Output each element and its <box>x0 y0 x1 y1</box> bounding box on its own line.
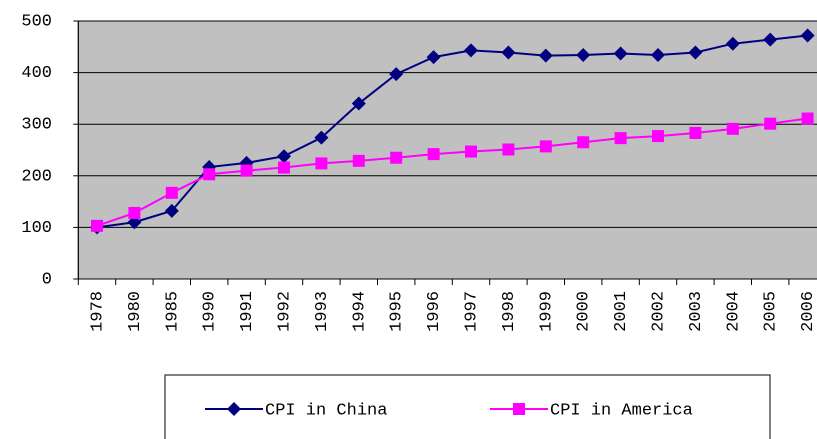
data-point <box>427 148 440 161</box>
data-point <box>726 122 739 135</box>
data-point <box>464 43 478 58</box>
data-point <box>764 117 777 130</box>
data-point <box>800 28 815 43</box>
data-point <box>614 132 627 145</box>
x-tick-label: 1992 <box>275 291 294 332</box>
y-tick-label: 300 <box>21 116 52 135</box>
data-point <box>315 157 328 170</box>
x-tick-label: 2005 <box>762 291 781 332</box>
x-tick-label: 1995 <box>388 291 407 332</box>
legend-box <box>164 374 771 439</box>
plot-area <box>77 20 817 280</box>
data-point <box>613 46 628 61</box>
y-tick-label: 0 <box>42 270 52 289</box>
x-tick-label: 2003 <box>687 291 706 332</box>
x-tick-label: 1993 <box>313 291 332 332</box>
x-tick-label: 1985 <box>163 291 182 332</box>
data-point <box>240 164 253 177</box>
legend-label: CPI in China <box>265 401 387 420</box>
y-tick-label: 500 <box>21 12 52 31</box>
data-point <box>725 36 740 51</box>
x-tick-label: 1996 <box>425 291 444 332</box>
data-point <box>502 143 515 156</box>
data-point <box>389 67 404 82</box>
data-point <box>763 32 778 47</box>
data-point <box>689 126 702 139</box>
data-point <box>165 186 178 199</box>
data-point <box>351 96 366 111</box>
data-point <box>164 203 179 218</box>
y-tick-label: 200 <box>21 167 52 186</box>
data-point <box>277 149 291 164</box>
data-point <box>651 48 665 63</box>
data-point <box>128 206 141 219</box>
x-tick-label: 2006 <box>799 291 817 332</box>
data-point <box>203 168 216 181</box>
data-point <box>652 130 664 143</box>
y-tick-label: 400 <box>21 64 52 83</box>
legend-label: CPI in America <box>550 401 693 420</box>
x-tick-label: 2001 <box>612 291 631 332</box>
data-point <box>314 130 329 145</box>
data-point <box>538 48 553 63</box>
data-point <box>91 219 103 232</box>
data-point <box>501 45 516 60</box>
x-tick-label: 1994 <box>350 291 369 332</box>
data-point <box>801 112 814 125</box>
data-point <box>465 145 477 158</box>
x-tick-label: 2002 <box>649 291 668 332</box>
x-tick-label: 1999 <box>537 291 556 332</box>
data-point <box>688 45 703 60</box>
data-point <box>426 50 441 65</box>
legend-marker <box>513 403 525 415</box>
data-point <box>576 48 591 63</box>
x-tick-label: 1980 <box>126 291 145 332</box>
x-tick-label: 1978 <box>88 291 107 332</box>
data-point <box>352 154 365 167</box>
data-point <box>390 151 403 164</box>
data-point <box>539 140 552 153</box>
series-line <box>96 117 808 227</box>
y-tick-label: 100 <box>21 219 52 238</box>
legend-marker <box>227 402 241 416</box>
data-point <box>278 161 290 174</box>
x-tick-label: 1991 <box>238 291 257 332</box>
data-point <box>577 136 590 149</box>
x-tick-label: 1998 <box>500 291 519 332</box>
x-tick-label: 1997 <box>462 291 481 332</box>
x-tick-label: 2004 <box>724 291 743 332</box>
x-tick-label: 2000 <box>575 291 594 332</box>
x-tick-label: 1990 <box>201 291 220 332</box>
